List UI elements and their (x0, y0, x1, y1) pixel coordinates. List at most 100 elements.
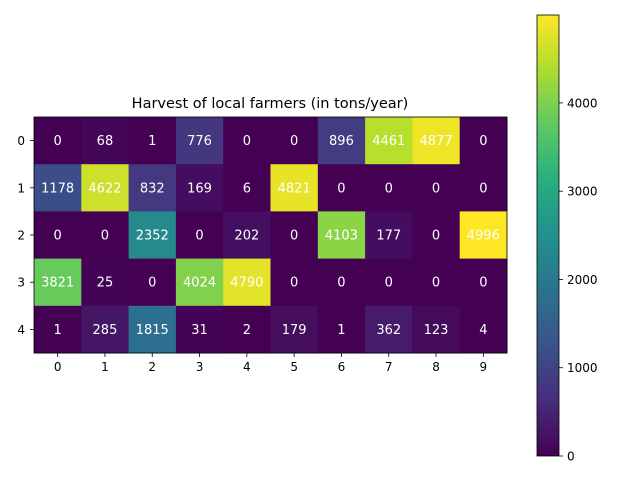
heatmap-cell (34, 164, 82, 212)
heatmap-cell (365, 117, 413, 165)
heatmap-cell (175, 117, 224, 165)
cell-value-label: 1 (54, 323, 62, 338)
cell-value-label: 0 (479, 134, 487, 149)
heatmap-cell (175, 164, 224, 212)
x-tick-label: 9 (480, 360, 488, 374)
heatmap-cell (34, 117, 82, 165)
cell-value-label: 832 (140, 181, 165, 196)
cell-value-label: 0 (243, 134, 251, 149)
cell-value-label: 0 (385, 276, 393, 291)
y-tick-label: 3 (17, 276, 25, 290)
heatmap-cell (175, 211, 224, 260)
heatmap-cell (128, 305, 177, 354)
cell-value-label: 0 (337, 181, 345, 196)
y-tick-label: 1 (17, 181, 25, 195)
x-tick-label: 7 (385, 360, 393, 374)
colorbar-ticks: 0 1000 2000 3000 4000 (559, 96, 598, 464)
cell-value-label: 776 (187, 134, 212, 149)
heatmap-cell (34, 305, 82, 354)
cell-value-label: 4790 (230, 276, 263, 291)
cell-value-label: 0 (290, 229, 298, 244)
cell-value-label: 0 (290, 276, 298, 291)
cell-value-label: 4103 (325, 229, 358, 244)
x-tick-label: 4 (243, 360, 251, 374)
cell-value-label: 4461 (372, 134, 405, 149)
cell-value-label: 202 (234, 229, 259, 244)
cell-value-label: 0 (54, 134, 62, 149)
heatmap-cell (223, 117, 271, 165)
cell-value-label: 4877 (420, 134, 453, 149)
y-tick-label: 2 (17, 229, 25, 243)
heatmap-cell (317, 305, 366, 354)
heatmap-cell (270, 258, 319, 307)
y-tick-label: 4 (17, 323, 25, 337)
heatmap-cell (317, 211, 366, 260)
x-tick-label: 8 (432, 360, 440, 374)
heatmap-cell (175, 305, 224, 354)
heatmap-cell (128, 258, 177, 307)
cell-value-label: 2352 (136, 229, 169, 244)
cell-value-label: 0 (479, 276, 487, 291)
heatmap-cell (365, 305, 413, 354)
cell-value-label: 0 (54, 229, 62, 244)
colorbar-tick-label: 3000 (567, 185, 598, 199)
heatmap-cell (34, 211, 82, 260)
cell-value-label: 3821 (41, 276, 74, 291)
cell-value-labels: 0 68 1 776 0 0 896 4461 4877 0 1178 4622 832 169 6 4821… (41, 134, 500, 338)
heatmap-cell (459, 117, 508, 165)
cell-value-label: 362 (376, 323, 401, 338)
heatmap-cell (317, 117, 366, 165)
cell-value-label: 123 (424, 323, 449, 338)
heatmap-cells (34, 117, 508, 354)
heatmap-cell (365, 258, 413, 307)
colorbar-tick-label: 1000 (567, 361, 598, 375)
cell-value-label: 1 (148, 134, 156, 149)
x-tick-label: 6 (338, 360, 346, 374)
heatmap-cell (270, 211, 319, 260)
heatmap-cell (459, 305, 508, 354)
cell-value-label: 68 (97, 134, 114, 149)
heatmap-cell (128, 211, 177, 260)
heatmap-cell (270, 164, 319, 212)
heatmap-cell (81, 258, 130, 307)
cell-value-label: 4996 (467, 229, 500, 244)
heatmap-cell (365, 211, 413, 260)
cell-value-label: 25 (97, 276, 114, 291)
cell-value-label: 0 (101, 229, 109, 244)
heatmap-cell (412, 117, 461, 165)
heatmap-cell (175, 258, 224, 307)
heatmap-cell (459, 211, 508, 260)
heatmap-cell (223, 258, 271, 307)
cell-value-label: 4821 (278, 181, 311, 196)
cell-value-label: 1815 (136, 323, 169, 338)
chart-title: Harvest of local farmers (in tons/year) (132, 96, 409, 112)
cell-value-label: 179 (282, 323, 307, 338)
heatmap-cell (317, 258, 366, 307)
cell-value-label: 4024 (183, 276, 216, 291)
cell-value-label: 0 (195, 229, 203, 244)
x-tick-label: 2 (148, 360, 156, 374)
cell-value-label: 0 (148, 276, 156, 291)
cell-value-label: 31 (191, 323, 208, 338)
colorbar-tick-label: 4000 (567, 96, 598, 110)
y-tick-label: 0 (17, 134, 25, 148)
heatmap-cell (223, 305, 271, 354)
heatmap-cell (81, 164, 130, 212)
cell-value-label: 177 (376, 229, 401, 244)
heatmap-cell (412, 211, 461, 260)
heatmap-cell (270, 117, 319, 165)
cell-value-label: 4622 (88, 181, 121, 196)
heatmap-cell (459, 164, 508, 212)
cell-value-label: 169 (187, 181, 212, 196)
heatmap-cell (81, 305, 130, 354)
cell-value-label: 6 (243, 181, 251, 196)
cell-value-label: 1 (337, 323, 345, 338)
x-tick-label: 5 (290, 360, 298, 374)
colorbar-tick-label: 0 (567, 450, 575, 464)
heatmap-cell (412, 305, 461, 354)
heatmap-cell (34, 258, 82, 307)
cell-value-label: 0 (385, 181, 393, 196)
cell-value-label: 4 (479, 323, 487, 338)
y-axis: 0 1 2 3 4 (17, 134, 34, 337)
